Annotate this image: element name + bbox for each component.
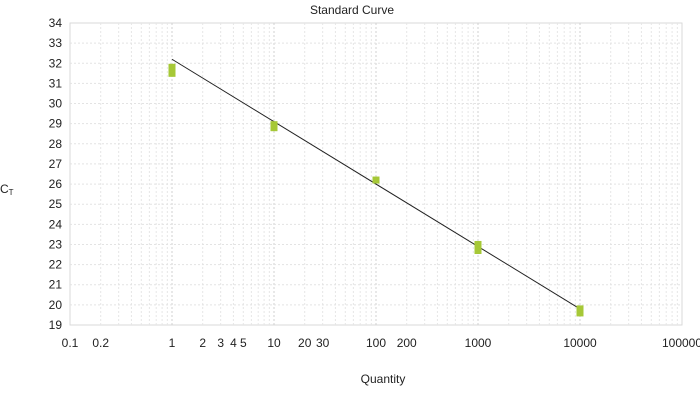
x-tick-label: 1 <box>169 336 176 350</box>
y-tick-label: 32 <box>49 56 63 70</box>
data-point <box>474 247 482 255</box>
y-tick-label: 27 <box>49 157 63 171</box>
data-point <box>270 121 278 129</box>
y-tick-label: 26 <box>49 177 63 191</box>
data-point <box>576 305 584 313</box>
x-tick-label: 2 <box>199 336 206 350</box>
y-tick-label: 24 <box>49 217 63 231</box>
x-tick-label: 10000 <box>563 336 597 350</box>
x-tick-label: 3 <box>217 336 224 350</box>
grid-lines <box>70 23 682 325</box>
x-tick-label: 10 <box>267 336 281 350</box>
y-axis-title: CT <box>0 182 14 197</box>
x-tick-label: 1000 <box>465 336 492 350</box>
x-tick-label: 5 <box>240 336 247 350</box>
y-tick-labels: 19 20 21 22 23 24 25 26 27 28 29 30 31 32 33 34 <box>49 16 63 332</box>
y-tick-label: 34 <box>49 16 63 30</box>
data-points <box>168 63 584 317</box>
x-axis-title: Quantity <box>361 372 406 386</box>
y-axis-title-subscript: T <box>9 188 14 197</box>
x-tick-label: 30 <box>316 336 330 350</box>
data-point <box>474 240 482 248</box>
data-point <box>576 309 584 317</box>
x-tick-label: 100 <box>366 336 386 350</box>
x-tick-label: 0.1 <box>62 336 79 350</box>
data-point <box>372 176 380 184</box>
y-tick-label: 30 <box>49 97 63 111</box>
chart-title: Standard Curve <box>310 3 394 17</box>
y-tick-label: 21 <box>49 278 63 292</box>
x-tick-label: 20 <box>298 336 312 350</box>
y-tick-label: 33 <box>49 36 63 50</box>
y-tick-label: 29 <box>49 117 63 131</box>
y-tick-label: 22 <box>49 258 63 272</box>
x-tick-labels: 0.1 0.2 1 2 3 4 5 10 20 30 100 200 1000 10000 100000 <box>62 336 700 350</box>
y-tick-label: 23 <box>49 237 63 251</box>
x-tick-label: 100000 <box>662 336 700 350</box>
y-tick-label: 31 <box>49 76 63 90</box>
y-tick-label: 25 <box>49 197 63 211</box>
y-tick-label: 19 <box>49 318 63 332</box>
data-point <box>168 63 176 71</box>
x-tick-label: 200 <box>397 336 417 350</box>
x-tick-label: 4 <box>230 336 237 350</box>
y-tick-label: 20 <box>49 298 63 312</box>
y-tick-label: 28 <box>49 137 63 151</box>
y-axis-title-main: C <box>0 182 9 196</box>
fit-line-layer <box>171 58 581 310</box>
regression-line <box>171 58 581 310</box>
x-tick-label: 0.2 <box>92 336 109 350</box>
data-point <box>168 69 176 77</box>
